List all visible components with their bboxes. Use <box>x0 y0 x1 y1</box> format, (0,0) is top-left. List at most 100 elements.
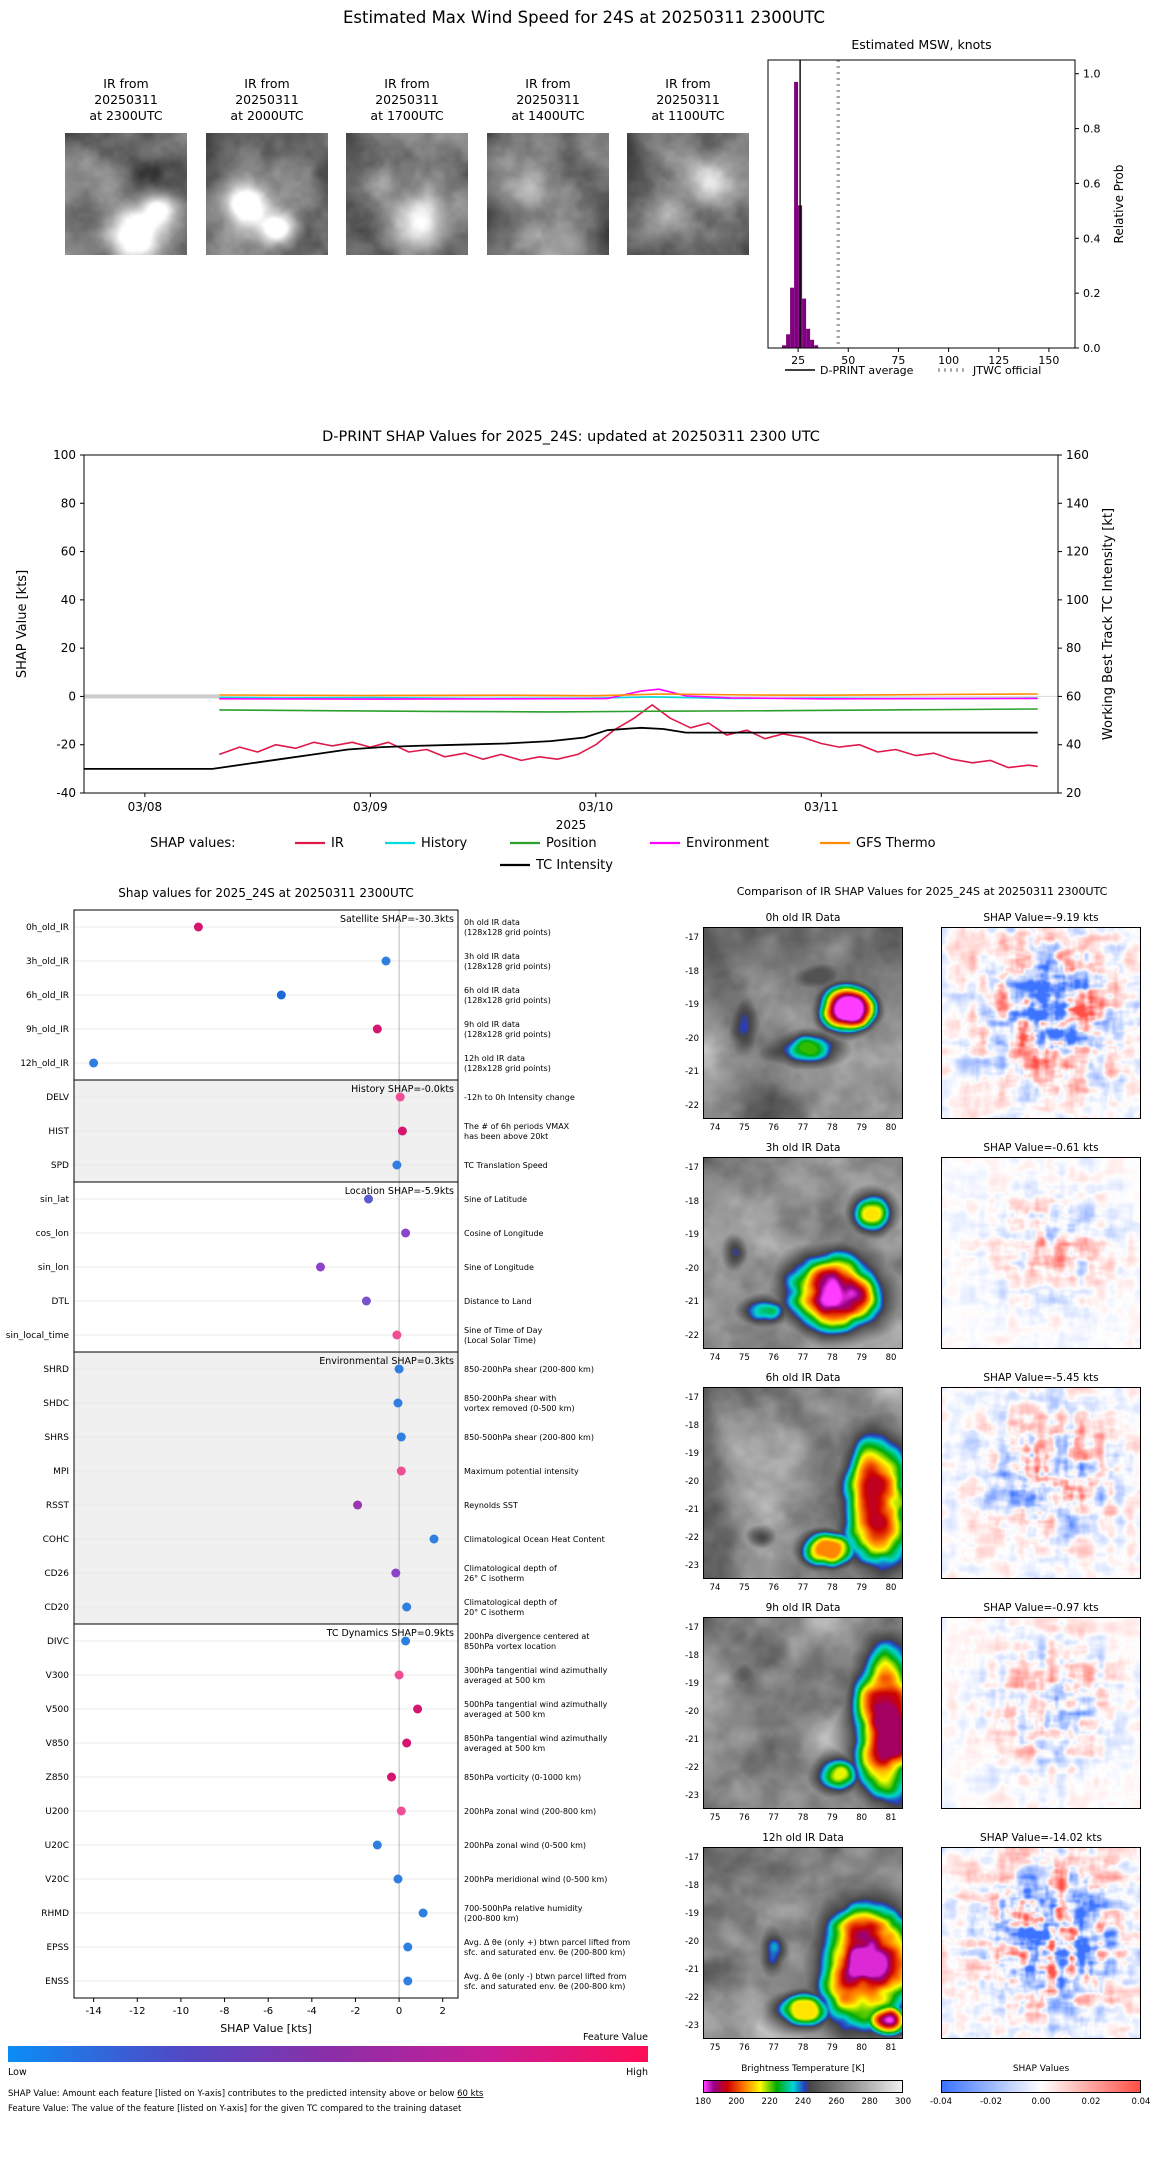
svg-text:Cosine of Longitude: Cosine of Longitude <box>464 1229 544 1238</box>
tick-label: 80 <box>885 1123 897 1133</box>
tick-label: 78 <box>826 1583 838 1593</box>
tick-label: 77 <box>768 1813 780 1823</box>
tick-label: 78 <box>797 1813 809 1823</box>
svg-text:Relative Prob: Relative Prob <box>1112 165 1126 244</box>
svg-text:-20: -20 <box>56 738 76 752</box>
svg-text:MPI: MPI <box>53 1467 69 1477</box>
tick-label: 240 <box>794 2097 812 2107</box>
tick-label: 78 <box>797 2043 809 2053</box>
svg-text:JTWC official: JTWC official <box>972 364 1041 377</box>
tick-label: -17 <box>685 1853 699 1863</box>
svg-text:History: History <box>421 836 468 851</box>
shap-dot <box>276 990 286 1000</box>
shap-dot <box>402 1602 412 1612</box>
ir-thumbnail-label: IR from 20250311 at 1100UTC <box>651 76 725 123</box>
svg-text:D-PRINT average: D-PRINT average <box>820 364 914 377</box>
svg-text:(Local Solar Time): (Local Solar Time) <box>464 1336 536 1345</box>
shap-map-title: SHAP Value=-5.45 kts <box>983 1372 1099 1384</box>
tick-label: 76 <box>768 1583 780 1593</box>
svg-text:(128x128 grid points): (128x128 grid points) <box>464 962 551 971</box>
comparison-title: Comparison of IR SHAP Values for 2025_24… <box>736 885 1108 898</box>
svg-text:DTL: DTL <box>52 1297 69 1307</box>
ir-map-title: 6h old IR Data <box>765 1372 841 1384</box>
ir-map-title: 0h old IR Data <box>765 912 841 924</box>
svg-text:500hPa tangential wind azimuth: 500hPa tangential wind azimuthally <box>464 1700 608 1709</box>
tick-label: 81 <box>885 1813 897 1823</box>
series-position <box>219 708 1038 713</box>
shap-colorbar <box>941 2080 1141 2093</box>
svg-text:High: High <box>626 2067 648 2078</box>
svg-text:CD26: CD26 <box>44 1569 69 1579</box>
svg-text:-6: -6 <box>263 2006 273 2017</box>
svg-text:TC Translation Speed: TC Translation Speed <box>463 1161 548 1170</box>
tick-label: 220 <box>761 2097 778 2107</box>
svg-text:0.8: 0.8 <box>1083 123 1101 136</box>
svg-text:vortex removed (0-500 km): vortex removed (0-500 km) <box>464 1404 575 1413</box>
tick-label: 180 <box>694 2097 712 2107</box>
shap-dot <box>361 1296 371 1306</box>
shap-dot <box>364 1194 373 1204</box>
shap-dot <box>391 1568 401 1578</box>
shap-dot <box>397 1126 407 1136</box>
ir-thumbnail: IR from 20250311 at 1100UTC <box>627 76 749 255</box>
tick-label: -17 <box>685 933 699 943</box>
tick-label: -22 <box>685 1993 699 2003</box>
figure-title: Estimated Max Wind Speed for 24S at 2025… <box>342 8 826 27</box>
svg-text:TC Dynamics SHAP=0.9kts: TC Dynamics SHAP=0.9kts <box>326 1628 454 1639</box>
svg-text:EPSS: EPSS <box>46 1943 69 1953</box>
tick-label: -20 <box>685 1033 699 1044</box>
svg-text:-10: -10 <box>173 2006 189 2017</box>
tick-label: -21 <box>685 1505 699 1515</box>
bt-colorbar-label: Brightness Temperature [K] <box>741 2064 865 2074</box>
svg-text:RSST: RSST <box>46 1501 70 1511</box>
svg-text:1.0: 1.0 <box>1083 68 1101 81</box>
svg-text:12h_old_IR: 12h_old_IR <box>20 1059 69 1069</box>
tick-label: 76 <box>738 1813 750 1823</box>
shap-dot <box>394 1364 404 1374</box>
svg-text:averaged at 500 km: averaged at 500 km <box>464 1676 545 1685</box>
tick-label: -21 <box>685 1735 699 1745</box>
svg-text:DELV: DELV <box>46 1093 70 1103</box>
shap-dot <box>381 956 391 966</box>
svg-text:V850: V850 <box>46 1739 70 1749</box>
shap-dot <box>393 1874 403 1884</box>
ir-shap-comparison: Comparison of IR SHAP Values for 2025_24… <box>650 885 1168 2140</box>
svg-text:03/09: 03/09 <box>353 800 388 814</box>
tick-label: 200 <box>728 2097 745 2107</box>
svg-text:-12h to 0h Intensity change: -12h to 0h Intensity change <box>464 1093 575 1102</box>
tick-label: 79 <box>826 1813 838 1823</box>
tick-label: 76 <box>738 2043 750 2053</box>
tick-label: 77 <box>797 1583 809 1593</box>
svg-text:SHRD: SHRD <box>43 1365 69 1375</box>
shap-dot <box>387 1772 396 1782</box>
tick-label: 78 <box>826 1353 838 1363</box>
tick-label: -23 <box>685 2021 699 2031</box>
shap-dot <box>396 1432 406 1442</box>
series-ir <box>219 704 1038 769</box>
svg-text:20: 20 <box>1066 786 1081 800</box>
tick-label: -19 <box>685 1449 699 1459</box>
svg-text:Climatological Ocean Heat Cont: Climatological Ocean Heat Content <box>464 1535 605 1544</box>
ir-map-title: 3h old IR Data <box>765 1142 841 1154</box>
svg-text:D-PRINT SHAP Values for 2025_2: D-PRINT SHAP Values for 2025_24S: update… <box>322 429 820 445</box>
svg-text:Distance to Land: Distance to Land <box>464 1297 532 1306</box>
svg-text:Location SHAP=-5.9kts: Location SHAP=-5.9kts <box>345 1186 454 1197</box>
svg-text:-14: -14 <box>85 2006 101 2017</box>
svg-text:Environment: Environment <box>686 836 769 851</box>
tick-label: 0.02 <box>1081 2097 1101 2107</box>
tick-label: 75 <box>738 1123 750 1133</box>
svg-text:SHAP Value: Amount each featur: SHAP Value: Amount each feature [listed … <box>8 2089 484 2099</box>
svg-text:40: 40 <box>61 593 76 607</box>
svg-text:averaged at 500 km: averaged at 500 km <box>464 1710 545 1719</box>
svg-text:100: 100 <box>53 448 76 462</box>
tick-label: -20 <box>685 1477 699 1487</box>
svg-text:COHC: COHC <box>43 1535 69 1545</box>
svg-text:-2: -2 <box>350 2006 360 2017</box>
svg-text:-4: -4 <box>307 2006 317 2017</box>
svg-text:0.0: 0.0 <box>1083 342 1101 355</box>
shap-dot <box>402 1738 412 1748</box>
tick-label: -17 <box>685 1623 699 1633</box>
tick-label: -19 <box>685 1679 699 1689</box>
ir-thumbnail-strip: IR from 20250311 at 2300UTC IR from 20250311… <box>0 76 760 296</box>
series-gfs-thermo <box>219 693 1038 697</box>
